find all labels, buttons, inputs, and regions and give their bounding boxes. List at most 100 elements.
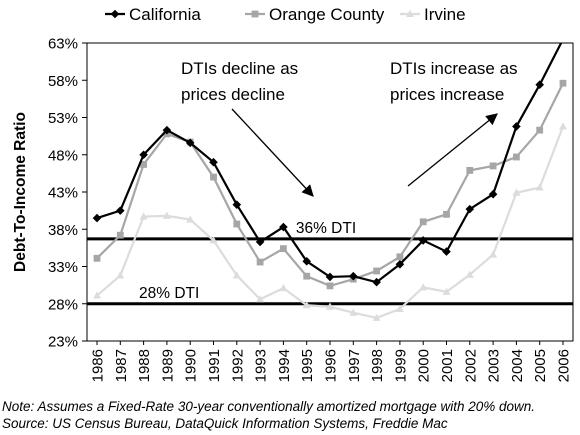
data-point <box>325 272 335 282</box>
annotation-text: prices decline <box>181 85 285 104</box>
data-point <box>395 304 404 312</box>
y-tick-label: 48% <box>48 147 78 164</box>
data-point <box>302 301 311 309</box>
data-point <box>443 210 450 218</box>
chart-source: Source: US Census Bureau, DataQuick Info… <box>2 416 448 431</box>
x-tick-label: 2006 <box>556 349 573 382</box>
increase-arrow <box>407 113 498 187</box>
data-point <box>419 283 428 291</box>
x-tick-label: 2002 <box>462 349 479 382</box>
data-point <box>256 295 265 303</box>
chart-svg: 23% 28% 33% 38% 43% 48% 53% 58% 63% Debt-To-Incom… <box>12 5 574 382</box>
data-point <box>92 213 102 223</box>
x-tick-label: 1999 <box>392 349 409 382</box>
data-point <box>210 173 217 181</box>
x-tick-label: 1994 <box>276 349 293 382</box>
x-tick-label: 1998 <box>369 349 386 382</box>
data-point <box>233 220 241 228</box>
data-point <box>349 308 358 316</box>
data-point <box>186 215 195 223</box>
reference-line-label: 36% DTI <box>296 220 356 237</box>
data-point <box>535 183 544 191</box>
data-point <box>513 153 520 161</box>
data-point <box>116 206 125 215</box>
legend-marker <box>110 9 120 19</box>
data-point <box>232 200 242 209</box>
data-point <box>232 271 241 279</box>
data-point <box>139 150 148 160</box>
x-tick-label: 1991 <box>206 349 223 382</box>
x-tick-label: 1987 <box>113 349 130 382</box>
data-point <box>255 237 265 247</box>
legend-label: California <box>129 5 201 24</box>
x-tick-label: 2003 <box>486 349 503 382</box>
dti-chart: 23% 28% 33% 38% 43% 48% 53% 58% 63% Debt-To-Incom… <box>12 5 574 382</box>
data-point <box>488 189 498 199</box>
data-point <box>442 287 451 295</box>
x-tick-label: 1993 <box>253 349 270 382</box>
data-point <box>489 250 498 258</box>
data-point <box>116 231 124 239</box>
data-point <box>372 277 381 287</box>
legend-marker <box>406 9 414 17</box>
data-point <box>302 256 311 266</box>
data-point <box>419 218 427 226</box>
y-tick-label: 38% <box>48 222 78 239</box>
data-point <box>162 125 172 135</box>
data-point <box>372 313 381 321</box>
data-point <box>139 212 148 220</box>
data-point <box>465 204 475 214</box>
legend-marker <box>251 10 259 18</box>
data-point <box>442 247 451 256</box>
data-point <box>536 126 544 134</box>
x-tick-label: 1989 <box>159 349 176 382</box>
data-point <box>512 122 521 131</box>
data-point <box>395 259 405 269</box>
y-tick-label: 43% <box>48 185 78 202</box>
data-point <box>466 166 474 174</box>
decline-arrow <box>231 108 314 197</box>
data-point <box>93 254 101 262</box>
data-point <box>326 282 334 290</box>
y-tick-label: 53% <box>48 110 78 127</box>
data-point <box>396 253 404 261</box>
data-point <box>162 211 171 219</box>
x-tick-label: 1990 <box>183 349 200 382</box>
legend-label: Irvine <box>424 5 466 24</box>
x-tick-label: 1986 <box>90 349 107 382</box>
data-point <box>465 270 474 278</box>
chart-note: Note: Assumes a Fixed-Rate 30-year conve… <box>2 399 536 414</box>
data-point <box>418 236 428 245</box>
data-point <box>93 291 101 299</box>
data-point <box>559 122 567 130</box>
y-tick-label: 33% <box>48 259 78 276</box>
x-tick-label: 1992 <box>229 349 246 382</box>
data-point <box>185 138 195 148</box>
data-point <box>209 157 218 167</box>
x-tick-label: 2001 <box>439 349 456 382</box>
x-tick-label: 2000 <box>416 349 433 382</box>
data-point <box>279 283 288 292</box>
reference-line-label: 28% DTI <box>139 285 199 302</box>
x-tick-label: 2005 <box>532 349 549 382</box>
data-point <box>256 258 264 266</box>
data-point <box>535 80 544 90</box>
data-point <box>489 162 497 170</box>
data-point <box>373 267 380 275</box>
legend-label: Orange County <box>269 5 385 24</box>
data-point <box>140 161 147 168</box>
series-group <box>92 43 567 321</box>
annotation-text: DTIs decline as <box>181 59 298 78</box>
data-point <box>512 188 521 196</box>
data-point <box>326 302 334 310</box>
x-tick-label: 1997 <box>346 349 363 382</box>
y-tick-label: 58% <box>48 73 78 90</box>
data-point <box>349 271 358 281</box>
x-tick-label: 1988 <box>136 349 153 382</box>
annotation-text: prices increase <box>390 85 504 104</box>
x-tick-label: 2004 <box>509 349 526 382</box>
data-point <box>279 222 288 232</box>
x-tick-label: 1995 <box>299 349 316 382</box>
data-point <box>559 79 567 87</box>
data-point <box>116 271 125 279</box>
